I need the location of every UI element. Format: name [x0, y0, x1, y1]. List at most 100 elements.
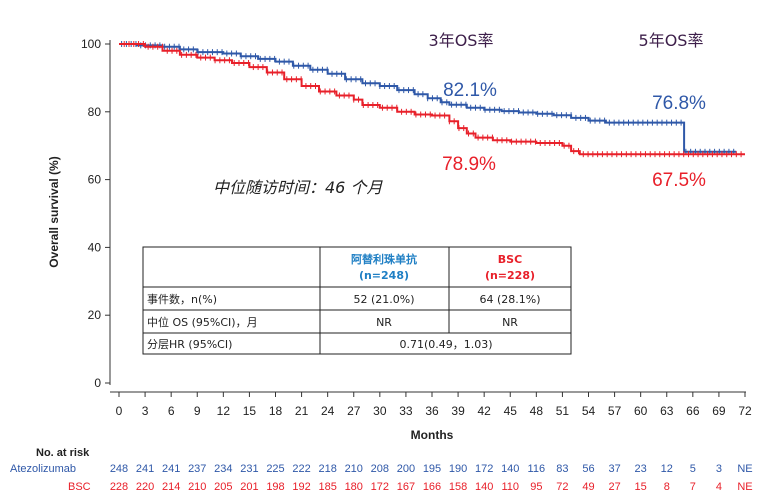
risk-value: 8 [664, 481, 670, 493]
x-tick-label: 54 [582, 404, 596, 418]
x-tick-label: 45 [504, 404, 518, 418]
risk-value: 4 [716, 481, 722, 493]
risk-value: 190 [449, 463, 467, 475]
x-tick-label: 30 [373, 404, 387, 418]
risk-value: 195 [423, 463, 441, 475]
x-tick-label: 33 [399, 404, 413, 418]
os5-header: 5年OS率 [639, 31, 704, 50]
x-tick-label: 63 [660, 404, 674, 418]
x-tick-label: 48 [530, 404, 544, 418]
risk-value: 3 [716, 463, 722, 475]
risk-value: 192 [292, 481, 310, 493]
x-tick-label: 36 [425, 404, 439, 418]
bsc-5yr-rate: 67.5% [652, 170, 706, 191]
median-followup: 中位随访时间：46 个月 [213, 178, 383, 197]
risk-value: 205 [214, 481, 232, 493]
risk-value: 140 [501, 463, 519, 475]
risk-value: 158 [449, 481, 467, 493]
table-cell-events-atezo: 52 (21.0%) [353, 293, 414, 306]
x-tick-label: 18 [269, 404, 283, 418]
risk-value: 49 [582, 481, 594, 493]
y-tick-label: 100 [81, 37, 101, 51]
table-cell-median-atezo: NR [376, 316, 392, 329]
atezo-5yr-rate: 76.8% [652, 93, 706, 114]
y-tick-label: 20 [88, 308, 102, 322]
risk-value: 210 [188, 481, 206, 493]
x-tick-label: 39 [451, 404, 465, 418]
risk-value: 218 [318, 463, 336, 475]
risk-value: 180 [345, 481, 363, 493]
y-axis-title: Overall survival (%) [47, 156, 61, 267]
risk-value: 222 [292, 463, 310, 475]
risk-value: 185 [318, 481, 336, 493]
risk-value: 172 [371, 481, 389, 493]
risk-value: 208 [371, 463, 389, 475]
risk-value: 15 [635, 481, 647, 493]
risk-value: 234 [214, 463, 232, 475]
risk-value: 172 [475, 463, 493, 475]
y-tick-label: 60 [88, 173, 102, 187]
x-tick-label: 15 [243, 404, 257, 418]
x-tick-label: 12 [217, 404, 231, 418]
risk-value: 110 [501, 481, 519, 493]
risk-value: 5 [690, 463, 696, 475]
x-tick-label: 0 [116, 404, 123, 418]
table-cell-events-bsc: 64 (28.1%) [479, 293, 540, 306]
bsc-3yr-rate: 78.9% [442, 154, 496, 175]
table-header-atezo: 阿替利珠单抗 [351, 252, 417, 266]
risk-value: 23 [635, 463, 647, 475]
risk-value: 220 [136, 481, 154, 493]
table-cell-hr: 0.71(0.49，1.03) [399, 338, 492, 351]
risk-value: 241 [136, 463, 154, 475]
risk-row-label-atezolizumab: Atezolizumab [10, 463, 76, 475]
censor-marks-bsc [123, 41, 742, 158]
x-tick-label: 9 [194, 404, 201, 418]
risk-value: 166 [423, 481, 441, 493]
x-tick-label: 51 [556, 404, 570, 418]
risk-value: 228 [110, 481, 128, 493]
x-tick-label: 60 [634, 404, 648, 418]
table-row-label-hr: 分层HR (95%CI) [147, 338, 232, 351]
risk-value: NE [737, 481, 752, 493]
x-tick-label: 6 [168, 404, 175, 418]
x-tick-label: 57 [608, 404, 622, 418]
x-tick-label: 72 [738, 404, 752, 418]
x-tick-label: 24 [321, 404, 335, 418]
table-row-label-median-os: 中位 OS (95%CI)，月 [147, 315, 258, 329]
risk-value: NE [737, 463, 752, 475]
risk-value: 116 [528, 463, 546, 475]
risk-value: 140 [475, 481, 493, 493]
risk-value: 241 [162, 463, 180, 475]
risk-value: 237 [188, 463, 206, 475]
risk-value: 37 [608, 463, 620, 475]
table-row-label-events: 事件数，n(%) [147, 293, 217, 306]
x-tick-label: 69 [712, 404, 726, 418]
x-tick-label: 21 [295, 404, 309, 418]
risk-value: 231 [240, 463, 258, 475]
risk-value: 83 [556, 463, 568, 475]
risk-value: 248 [110, 463, 128, 475]
curve-atezolizumab [119, 43, 737, 153]
censor-marks-atezolizumab [121, 41, 735, 155]
risk-value: 198 [266, 481, 284, 493]
risk-value: 12 [661, 463, 673, 475]
table-header-bsc-n: (n=228) [485, 269, 535, 282]
x-axis-title: Months [411, 428, 454, 442]
table-cell-median-bsc: NR [502, 316, 518, 329]
risk-value: 56 [582, 463, 594, 475]
x-tick-label: 42 [477, 404, 491, 418]
table-header-bsc: BSC [498, 253, 522, 266]
x-tick-label: 66 [686, 404, 700, 418]
y-tick-label: 40 [88, 240, 102, 254]
risk-value: 225 [266, 463, 284, 475]
risk-value: 200 [397, 463, 415, 475]
risk-value: 72 [556, 481, 568, 493]
summary-table: 阿替利珠单抗 (n=248) BSC (n=228) 事件数，n(%) 52 (… [142, 246, 572, 355]
risk-value: 210 [345, 463, 363, 475]
risk-value: 214 [162, 481, 180, 493]
x-tick-label: 3 [142, 404, 149, 418]
table-header-atezo-n: (n=248) [359, 269, 409, 282]
risk-value: 167 [397, 481, 415, 493]
atezo-3yr-rate: 82.1% [443, 80, 497, 101]
